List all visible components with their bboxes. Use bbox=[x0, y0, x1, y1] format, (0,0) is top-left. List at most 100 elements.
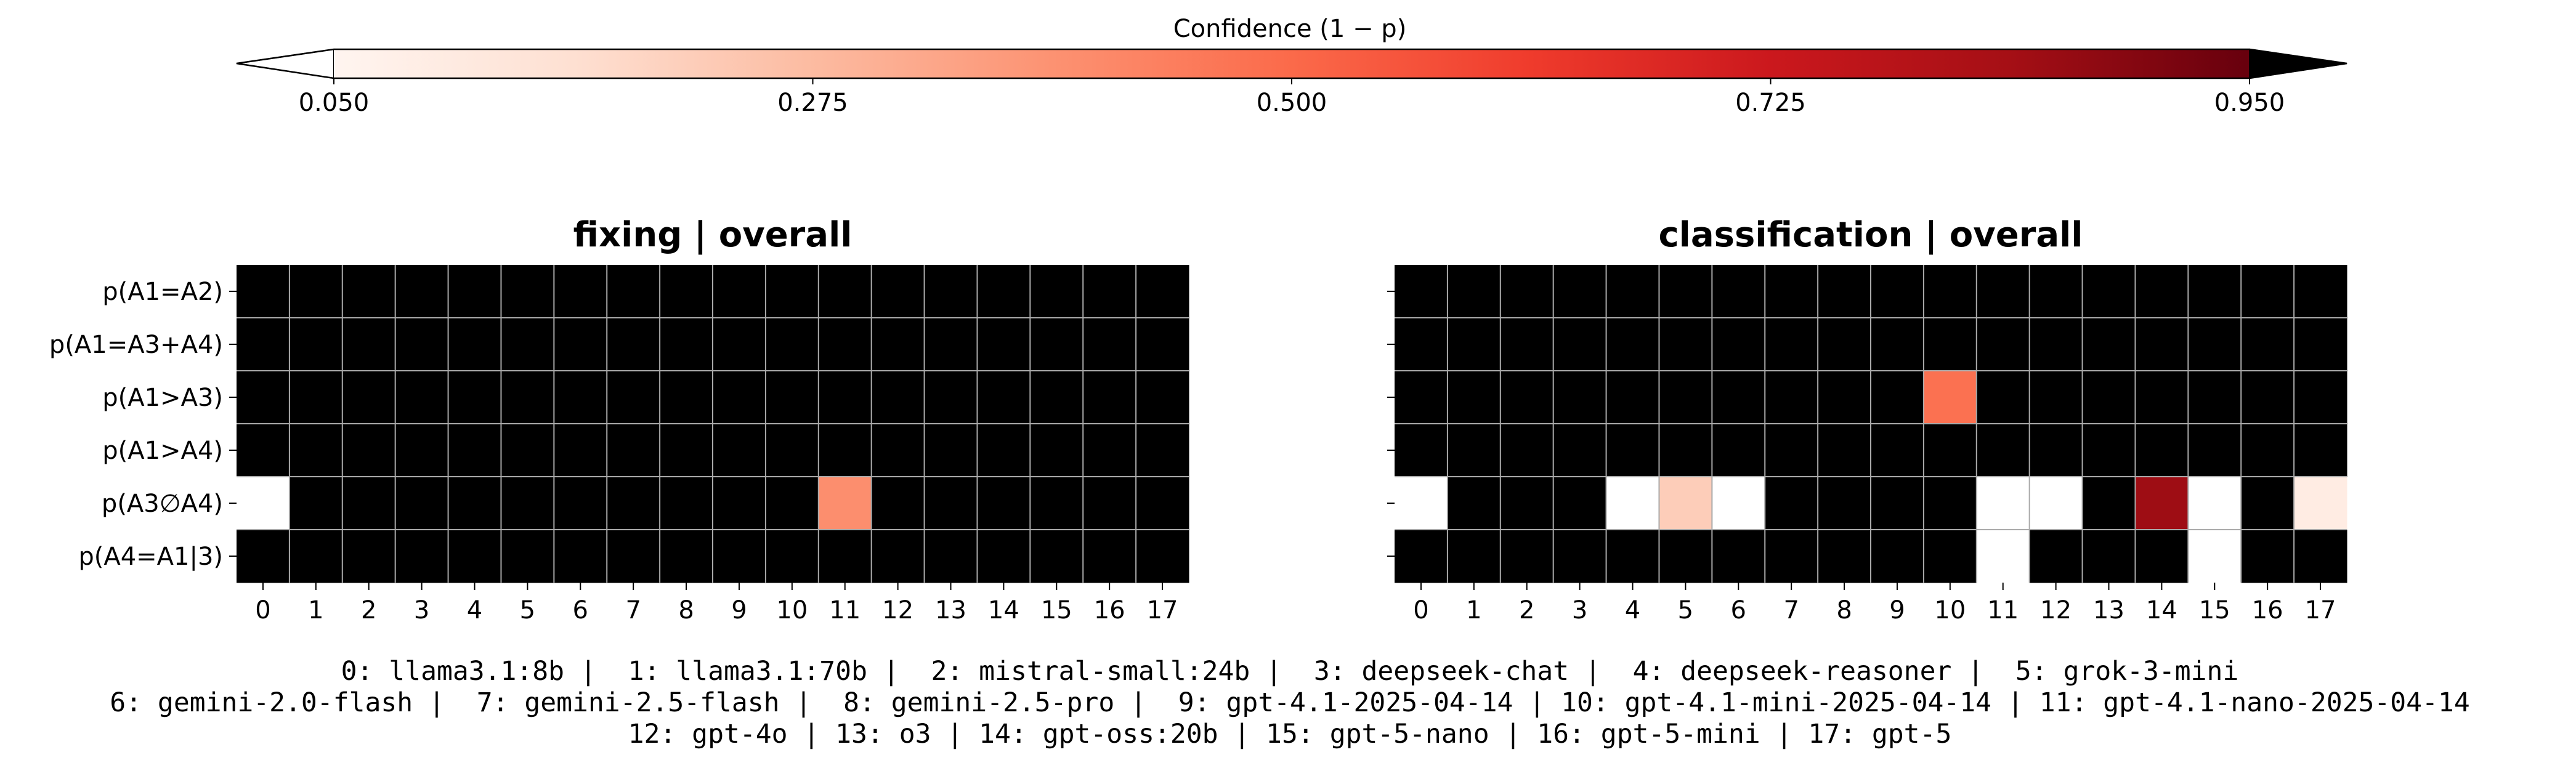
heatmap-cell bbox=[977, 530, 1031, 583]
heatmap-cell bbox=[1447, 371, 1501, 424]
heatmap-cell bbox=[1871, 371, 1924, 424]
colorbar-tick-label: 0.950 bbox=[2214, 89, 2285, 117]
heatmap-cell bbox=[2294, 477, 2347, 530]
heatmap-cell bbox=[1923, 477, 1977, 530]
heatmap-cell bbox=[1500, 477, 1554, 530]
heatmap-cell bbox=[2188, 318, 2242, 371]
heatmap-cell bbox=[2241, 477, 2295, 530]
colorbar-tick-label: 0.500 bbox=[1257, 89, 1327, 117]
heatmap-cell bbox=[1447, 265, 1501, 318]
column-label: 12 bbox=[882, 596, 913, 625]
heatmap-cell bbox=[1083, 371, 1136, 424]
heatmap-cell bbox=[1659, 530, 1712, 583]
heatmap-cell bbox=[871, 424, 925, 477]
column-label: 16 bbox=[1094, 596, 1125, 625]
heatmap-cell bbox=[1871, 424, 1924, 477]
heatmap-cell bbox=[1659, 371, 1712, 424]
heatmap-cell bbox=[1447, 477, 1501, 530]
heatmap-panel-fixing: fixing | overall p(A1=A2)p(A1=A3+A4)p(A1… bbox=[49, 215, 1189, 625]
heatmap-cell bbox=[237, 424, 290, 477]
heatmap-cell bbox=[1871, 530, 1924, 583]
heatmap-cell bbox=[1447, 424, 1501, 477]
column-label: 12 bbox=[2040, 596, 2072, 625]
heatmap-cell bbox=[818, 371, 872, 424]
heatmap-cell bbox=[2135, 477, 2189, 530]
heatmap-cell bbox=[1765, 477, 1818, 530]
row-label: p(A1=A3+A4) bbox=[49, 331, 223, 359]
heatmap-cell bbox=[2241, 318, 2295, 371]
heatmap-cell bbox=[1136, 371, 1189, 424]
colorbar-label: Confidence (1 − p) bbox=[1173, 15, 1407, 43]
heatmap-cell bbox=[342, 477, 396, 530]
column-label: 7 bbox=[625, 596, 641, 625]
heatmap-cell bbox=[2188, 530, 2242, 583]
heatmap-cell bbox=[1923, 530, 1977, 583]
heatmap-cell bbox=[607, 265, 660, 318]
heatmap-cell bbox=[713, 530, 766, 583]
heatmap-cell bbox=[2029, 265, 2083, 318]
heatmap-cell bbox=[1712, 318, 1765, 371]
heatmap-cell bbox=[2188, 477, 2242, 530]
heatmap-cell bbox=[1083, 424, 1136, 477]
column-label: 5 bbox=[1678, 596, 1693, 625]
heatmap-cell bbox=[554, 318, 607, 371]
heatmap-cell bbox=[977, 318, 1031, 371]
heatmap-cell bbox=[237, 318, 290, 371]
column-label: 14 bbox=[2146, 596, 2177, 625]
column-label: 11 bbox=[1987, 596, 2019, 625]
column-label: 0 bbox=[1413, 596, 1428, 625]
heatmap-cell bbox=[2294, 371, 2347, 424]
heatmap-cell bbox=[1712, 530, 1765, 583]
heatmap-cell bbox=[342, 371, 396, 424]
heatmap-cell bbox=[1659, 424, 1712, 477]
heatmap-cell bbox=[1030, 530, 1083, 583]
column-label: 9 bbox=[731, 596, 747, 625]
heatmap-cell bbox=[660, 371, 713, 424]
heatmap-grid bbox=[237, 265, 1189, 583]
heatmap-cell bbox=[2241, 424, 2295, 477]
heatmap-cell bbox=[1818, 424, 1871, 477]
heatmap-cell bbox=[607, 477, 660, 530]
heatmap-cell bbox=[818, 318, 872, 371]
heatmap-cell bbox=[977, 371, 1031, 424]
heatmap-cell bbox=[1500, 371, 1554, 424]
heatmap-cell bbox=[713, 265, 766, 318]
heatmap-cell bbox=[342, 318, 396, 371]
heatmap-cell bbox=[1083, 477, 1136, 530]
heatmap-cell bbox=[1395, 424, 1448, 477]
column-label: 2 bbox=[1519, 596, 1534, 625]
heatmap-cell bbox=[1976, 477, 2030, 530]
colorbar-ticks: 0.050 0.275 0.500 0.725 0.950 bbox=[299, 78, 2285, 117]
heatmap-cell bbox=[2188, 265, 2242, 318]
row-label: p(A3∅A4) bbox=[102, 490, 223, 518]
heatmap-cell bbox=[342, 530, 396, 583]
heatmap-cell bbox=[2029, 371, 2083, 424]
heatmap-cell bbox=[501, 371, 554, 424]
heatmap-cell bbox=[448, 265, 501, 318]
heatmap-cell bbox=[660, 424, 713, 477]
heatmap-cell bbox=[1083, 265, 1136, 318]
heatmap-cell bbox=[1606, 371, 1659, 424]
column-label: 14 bbox=[988, 596, 1019, 625]
heatmap-cell bbox=[289, 371, 343, 424]
heatmap-panel-classification: classification | overall 0 1 2 3 4 5 6 7 8 9 10 11 1… bbox=[1387, 215, 2347, 625]
column-label: 6 bbox=[1731, 596, 1746, 625]
heatmap-cell bbox=[818, 265, 872, 318]
panel-title: fixing | overall bbox=[573, 215, 853, 255]
column-label: 4 bbox=[1625, 596, 1640, 625]
heatmap-cell bbox=[289, 424, 343, 477]
column-label: 17 bbox=[2305, 596, 2336, 625]
heatmap-cell bbox=[2029, 318, 2083, 371]
heatmap-cell bbox=[1500, 424, 1554, 477]
heatmap-cell bbox=[554, 477, 607, 530]
heatmap-cell bbox=[2135, 424, 2189, 477]
column-label: 2 bbox=[361, 596, 376, 625]
column-label: 11 bbox=[829, 596, 861, 625]
colorbar-tick-label: 0.725 bbox=[1735, 89, 1806, 117]
heatmap-cell bbox=[1923, 265, 1977, 318]
heatmap-cell bbox=[1765, 371, 1818, 424]
model-legend-line: 12: gpt-4o | 13: o3 | 14: gpt-oss:20b | … bbox=[628, 719, 1952, 750]
heatmap-cell bbox=[1871, 265, 1924, 318]
heatmap-cell bbox=[2294, 265, 2347, 318]
heatmap-cell bbox=[1395, 530, 1448, 583]
